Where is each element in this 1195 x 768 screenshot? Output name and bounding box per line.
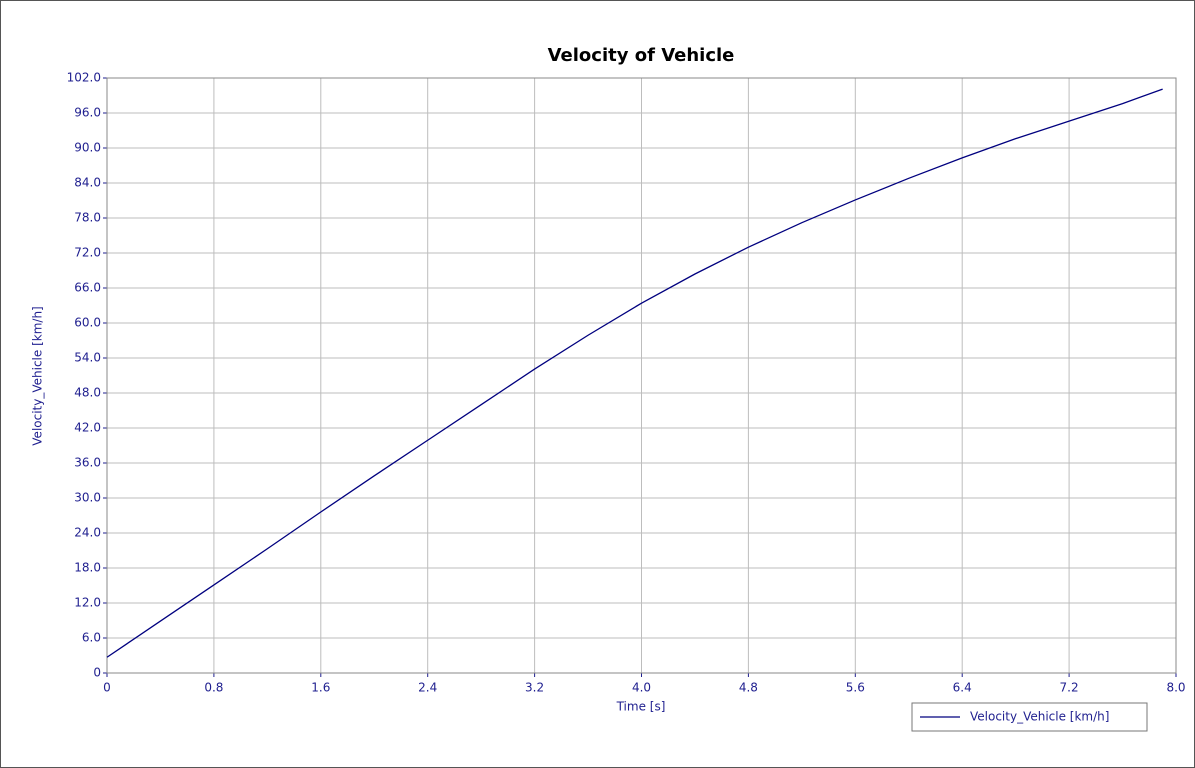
y-axis-label: Velocity_Vehicle [km/h] — [31, 306, 45, 445]
x-tick-label: 1.6 — [311, 681, 330, 695]
legend-label: Velocity_Vehicle [km/h] — [970, 710, 1109, 724]
x-tick-label: 4.0 — [632, 681, 651, 695]
y-tick-label: 0 — [93, 666, 101, 680]
y-tick-label: 66.0 — [74, 281, 101, 295]
x-tick-label: 4.8 — [739, 681, 758, 695]
y-tick-label: 102.0 — [67, 71, 101, 85]
x-tick-label: 8.0 — [1166, 681, 1185, 695]
y-tick-label: 30.0 — [74, 491, 101, 505]
y-tick-label: 90.0 — [74, 141, 101, 155]
x-tick-label: 0.8 — [204, 681, 223, 695]
x-tick-label: 2.4 — [418, 681, 437, 695]
x-tick-label: 6.4 — [953, 681, 972, 695]
plot-border — [106, 77, 1177, 674]
x-tick-label: 5.6 — [846, 681, 865, 695]
y-tick-label: 42.0 — [74, 421, 101, 435]
y-tick-label: 18.0 — [74, 561, 101, 575]
x-tick-label: 0 — [103, 681, 111, 695]
y-tick-label: 24.0 — [74, 526, 101, 540]
y-tick-label: 96.0 — [74, 106, 101, 120]
y-tick-label: 12.0 — [74, 596, 101, 610]
x-tick-label: 7.2 — [1060, 681, 1079, 695]
x-axis-label: Time [s] — [616, 700, 666, 714]
y-tick-label: 60.0 — [74, 316, 101, 330]
x-tick-label: 3.2 — [525, 681, 544, 695]
y-tick-label: 6.0 — [82, 631, 101, 645]
y-tick-label: 36.0 — [74, 456, 101, 470]
y-tick-label: 78.0 — [74, 211, 101, 225]
series-line — [106, 88, 1163, 658]
y-tick-label: 84.0 — [74, 176, 101, 190]
y-tick-label: 54.0 — [74, 351, 101, 365]
chart-title: Velocity of Vehicle — [548, 45, 735, 66]
y-tick-label: 72.0 — [74, 246, 101, 260]
y-tick-label: 48.0 — [74, 386, 101, 400]
